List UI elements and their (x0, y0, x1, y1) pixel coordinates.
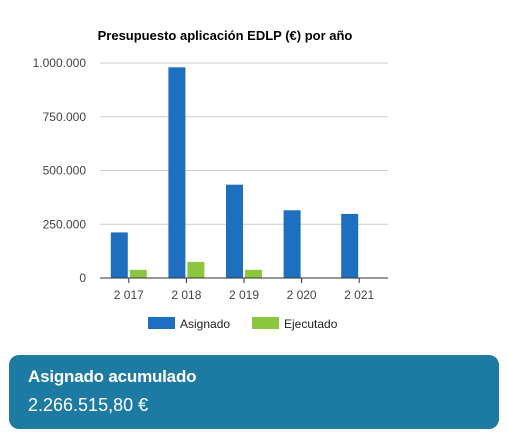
bar-asignado-2020 (283, 210, 301, 278)
bar-ejecutado-2017 (129, 269, 147, 278)
summary-label: Asignado acumulado (28, 367, 197, 386)
legend-swatch-asignado (148, 317, 175, 329)
y-tick-label: 250.000 (43, 217, 87, 231)
y-tick-label: 750.000 (43, 110, 87, 124)
summary-value: 2.266.515,80 € (28, 395, 149, 415)
legend: Asignado Ejecutado (148, 317, 338, 331)
x-axis-ticks: 2 017 2 018 2 019 2 020 2 021 (114, 278, 375, 302)
chart-title: Presupuesto aplicación EDLP (€) por año (98, 28, 353, 43)
bar-asignado-2017 (110, 232, 128, 278)
bar-ejecutado-2018 (187, 261, 205, 278)
accumulated-summary-card: Asignado acumulado 2.266.515,80 € (9, 355, 499, 429)
bar-asignado-2019 (226, 184, 243, 278)
y-tick-label: 1.000.000 (33, 56, 87, 70)
legend-swatch-ejecutado (252, 317, 279, 329)
bar-ejecutado-2019 (245, 269, 262, 278)
x-tick-label: 2 017 (114, 288, 144, 302)
bar-asignado-2018 (168, 67, 186, 278)
legend-label-ejecutado: Ejecutado (284, 317, 338, 331)
x-tick-label: 2 021 (344, 288, 374, 302)
x-tick-label: 2 020 (287, 288, 317, 302)
x-tick-label: 2 018 (171, 288, 201, 302)
bars (110, 67, 359, 278)
y-tick-label: 0 (79, 271, 86, 285)
y-tick-label: 500.000 (43, 164, 87, 178)
y-axis-ticks: 0 250.000 500.000 750.000 1.000.000 (33, 56, 87, 285)
bar-asignado-2021 (341, 213, 359, 278)
budget-bar-chart: Presupuesto aplicación EDLP (€) por año … (33, 28, 388, 331)
x-tick-label: 2 019 (229, 288, 259, 302)
legend-label-asignado: Asignado (180, 317, 230, 331)
gridlines (100, 62, 388, 225)
